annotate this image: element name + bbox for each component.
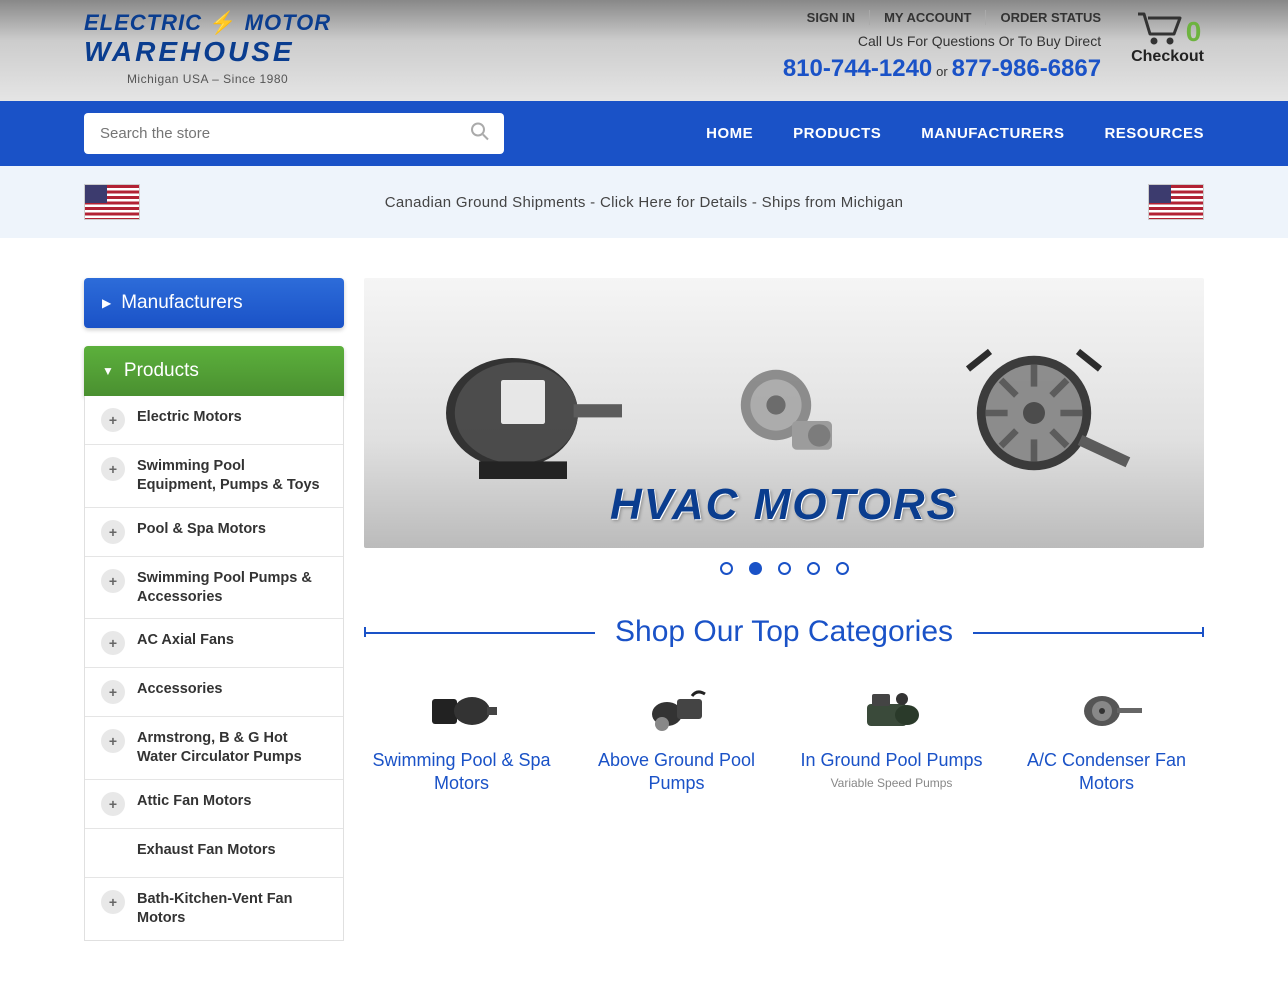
- sidebar-products-header[interactable]: ▼ Products: [84, 346, 344, 396]
- category-label: Swimming Pool Pumps & Accessories: [137, 569, 327, 607]
- tagline: Michigan USA – Since 1980: [84, 72, 331, 86]
- cart-icon: [1134, 10, 1182, 46]
- search-box: [84, 113, 504, 154]
- top-category-image: [847, 679, 937, 739]
- motor-image-3: [924, 323, 1144, 503]
- top-categories: Swimming Pool & Spa Motors Above Ground P…: [364, 679, 1204, 796]
- category-item[interactable]: + Pool & Spa Motors: [85, 508, 343, 557]
- logo-line1b: MOTOR: [245, 10, 331, 35]
- chevron-right-icon: ▶: [102, 296, 111, 310]
- category-item[interactable]: + Accessories: [85, 668, 343, 717]
- hero-banner[interactable]: HVAC MOTORS: [364, 278, 1204, 548]
- category-item[interactable]: + Attic Fan Motors: [85, 780, 343, 829]
- top-category-item[interactable]: In Ground Pool Pumps Variable Speed Pumps: [794, 679, 989, 796]
- plus-icon[interactable]: +: [101, 729, 125, 753]
- top-category-item[interactable]: A/C Condenser Fan Motors: [1009, 679, 1204, 796]
- category-label: Bath-Kitchen-Vent Fan Motors: [137, 890, 327, 928]
- motor-image-1: [424, 323, 644, 503]
- plus-icon[interactable]: +: [101, 792, 125, 816]
- carousel-dot[interactable]: [807, 562, 820, 575]
- plus-icon[interactable]: +: [101, 631, 125, 655]
- carousel-dot[interactable]: [836, 562, 849, 575]
- nav-manufacturers[interactable]: MANUFACTURERS: [921, 125, 1064, 142]
- logo-line1a: ELECTRIC: [84, 10, 202, 35]
- top-category-image: [1062, 679, 1152, 739]
- phone-secondary[interactable]: 877-986-6867: [952, 55, 1101, 82]
- category-label: Armstrong, B & G Hot Water Circulator Pu…: [137, 729, 327, 767]
- sign-in-link[interactable]: SIGN IN: [793, 10, 870, 25]
- category-item[interactable]: + Swimming Pool Pumps & Accessories: [85, 557, 343, 620]
- plus-icon[interactable]: +: [101, 408, 125, 432]
- top-category-title: In Ground Pool Pumps: [794, 749, 989, 772]
- top-category-title: Above Ground Pool Pumps: [579, 749, 774, 796]
- top-category-title: A/C Condenser Fan Motors: [1009, 749, 1204, 796]
- category-item[interactable]: + Bath-Kitchen-Vent Fan Motors: [85, 878, 343, 940]
- sidebar-manufacturers-label: Manufacturers: [121, 292, 242, 314]
- section-title-wrap: Shop Our Top Categories: [364, 615, 1204, 649]
- sidebar-manufacturers-header[interactable]: ▶ Manufacturers: [84, 278, 344, 328]
- category-item[interactable]: + Swimming Pool Equipment, Pumps & Toys: [85, 445, 343, 508]
- sidebar-products-label: Products: [124, 360, 199, 382]
- hero-title: HVAC MOTORS: [610, 480, 958, 530]
- plus-icon: [101, 841, 125, 865]
- category-item[interactable]: + Electric Motors: [85, 396, 343, 445]
- phone-line: 810-744-1240 or 877-986-6867: [783, 55, 1101, 83]
- content: HVAC MOTORS Shop Our Top Categories Swim…: [364, 278, 1204, 941]
- search-icon[interactable]: [470, 121, 490, 146]
- nav-home[interactable]: HOME: [706, 125, 753, 142]
- top-category-item[interactable]: Swimming Pool & Spa Motors: [364, 679, 559, 796]
- plus-icon[interactable]: +: [101, 520, 125, 544]
- banner-text[interactable]: Canadian Ground Shipments - Click Here f…: [385, 194, 903, 211]
- header-top: ELECTRIC ⚡ MOTOR WAREHOUSE Michigan USA …: [0, 0, 1288, 101]
- nav-links: HOME PRODUCTS MANUFACTURERS RESOURCES: [706, 125, 1204, 142]
- category-item[interactable]: + AC Axial Fans: [85, 619, 343, 668]
- phone-or: or: [936, 64, 948, 79]
- phone-primary[interactable]: 810-744-1240: [783, 55, 932, 82]
- plus-icon[interactable]: +: [101, 890, 125, 914]
- call-text: Call Us For Questions Or To Buy Direct: [783, 33, 1101, 49]
- header-links: SIGN IN MY ACCOUNT ORDER STATUS: [783, 10, 1101, 25]
- plus-icon[interactable]: +: [101, 680, 125, 704]
- us-flag-icon: [84, 184, 140, 220]
- category-item[interactable]: + Armstrong, B & G Hot Water Circulator P…: [85, 717, 343, 780]
- category-item[interactable]: Exhaust Fan Motors: [85, 829, 343, 878]
- category-label: Electric Motors: [137, 408, 242, 427]
- carousel-dots: [364, 562, 1204, 575]
- motor-image-2: [704, 323, 864, 503]
- section-title: Shop Our Top Categories: [615, 615, 953, 649]
- nav-bar: HOME PRODUCTS MANUFACTURERS RESOURCES: [0, 101, 1288, 166]
- bolt-icon: ⚡: [209, 10, 237, 35]
- top-category-subtitle: Variable Speed Pumps: [794, 776, 989, 790]
- carousel-dot[interactable]: [749, 562, 762, 575]
- nav-products[interactable]: PRODUCTS: [793, 125, 881, 142]
- top-category-title: Swimming Pool & Spa Motors: [364, 749, 559, 796]
- logo-line2: WAREHOUSE: [84, 36, 331, 68]
- top-category-image: [417, 679, 507, 739]
- carousel-dot[interactable]: [778, 562, 791, 575]
- us-flag-icon: [1148, 184, 1204, 220]
- category-list: + Electric Motors + Swimming Pool Equipment…: [84, 396, 344, 941]
- category-label: Swimming Pool Equipment, Pumps & Toys: [137, 457, 327, 495]
- plus-icon[interactable]: +: [101, 457, 125, 481]
- cart-button[interactable]: 0 Checkout: [1131, 10, 1204, 66]
- category-label: Accessories: [137, 680, 222, 699]
- search-input[interactable]: [84, 113, 504, 154]
- banner-strip: Canadian Ground Shipments - Click Here f…: [0, 166, 1288, 238]
- order-status-link[interactable]: ORDER STATUS: [986, 10, 1101, 25]
- top-category-item[interactable]: Above Ground Pool Pumps: [579, 679, 774, 796]
- category-label: Pool & Spa Motors: [137, 520, 266, 539]
- plus-icon[interactable]: +: [101, 569, 125, 593]
- cart-count: 0: [1186, 18, 1202, 46]
- top-category-image: [632, 679, 722, 739]
- chevron-down-icon: ▼: [102, 364, 114, 378]
- carousel-dot[interactable]: [720, 562, 733, 575]
- category-label: Attic Fan Motors: [137, 792, 251, 811]
- category-label: Exhaust Fan Motors: [137, 841, 276, 860]
- sidebar: ▶ Manufacturers ▼ Products + Electric Mot…: [84, 278, 344, 941]
- logo[interactable]: ELECTRIC ⚡ MOTOR WAREHOUSE Michigan USA …: [84, 10, 331, 86]
- nav-resources[interactable]: RESOURCES: [1104, 125, 1204, 142]
- cart-label: Checkout: [1131, 48, 1204, 66]
- category-label: AC Axial Fans: [137, 631, 234, 650]
- my-account-link[interactable]: MY ACCOUNT: [870, 10, 986, 25]
